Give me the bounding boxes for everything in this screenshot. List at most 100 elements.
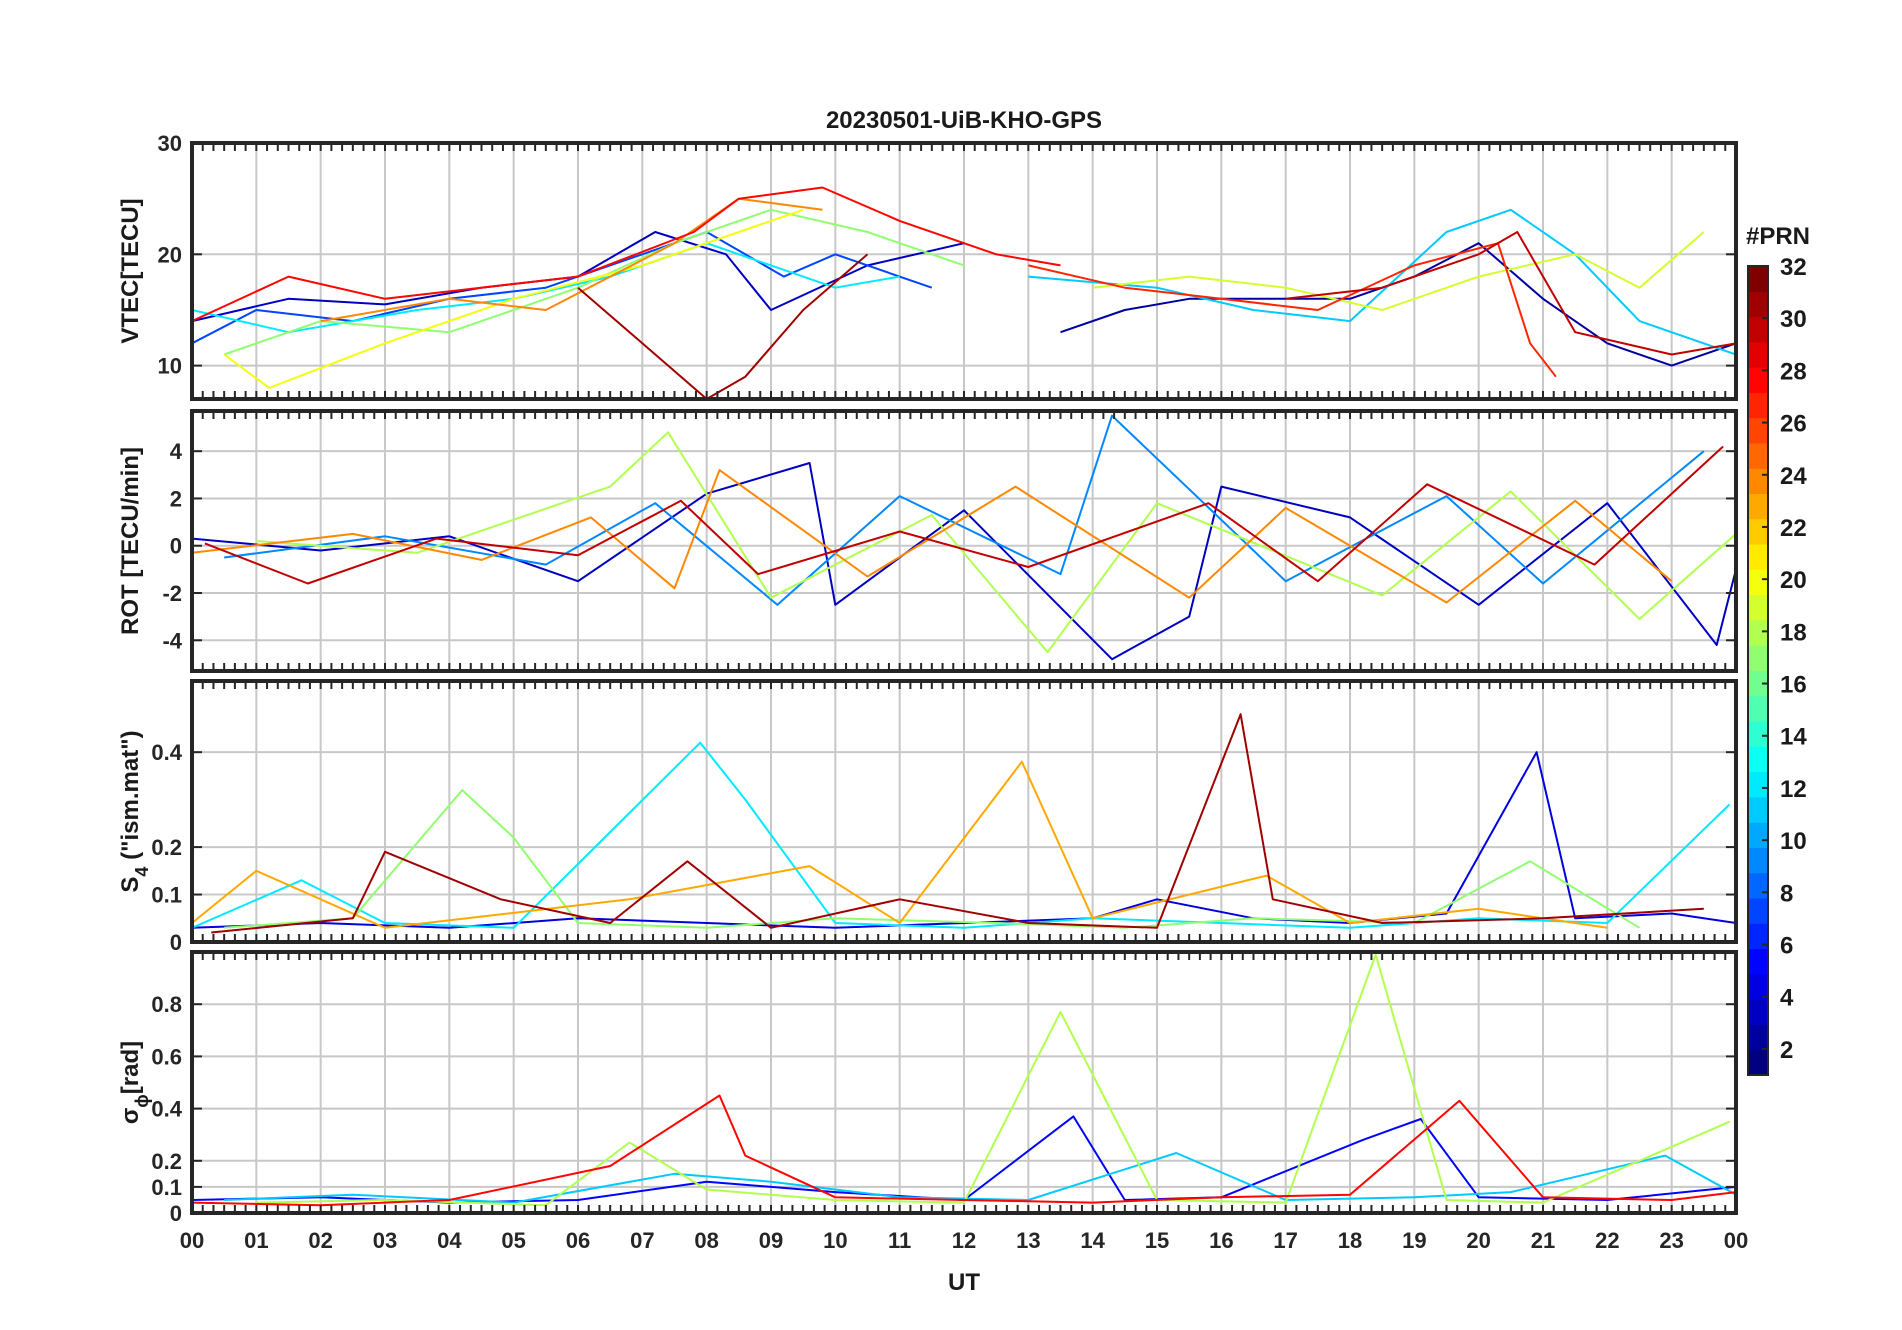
sigma-phi-panel: 00.10.2 0.4 0.6 0.8 σϕ[rad] [117, 950, 1738, 1226]
vtec-series-prn-28 [192, 186, 1061, 323]
colorbar-segment [1748, 619, 1768, 646]
vtec-series-group [192, 186, 1736, 399]
colorbar-segment [1748, 973, 1768, 1000]
rot-ytick-label: -2 [162, 581, 182, 606]
sigma-phi-ytick-label: 0.6 [151, 1044, 182, 1069]
vtec-panel: 10 20 30 VTEC[TECU] [117, 131, 1738, 401]
x-tick-label: 04 [437, 1228, 462, 1253]
colorbar-tick-label: 14 [1780, 724, 1807, 751]
x-tick-label: 03 [373, 1228, 397, 1253]
sigma-phi-ytick-label: 0 [170, 1201, 182, 1226]
s4-ytick-label: 0.2 [151, 835, 182, 860]
x-tick-label: 13 [1016, 1228, 1040, 1253]
x-tick-label: 01 [244, 1228, 268, 1253]
sigma-phi-series-prn-11 [224, 1152, 1736, 1204]
colorbar-tick-label: 28 [1780, 358, 1807, 385]
s4-series-prn-4 [192, 751, 1736, 929]
s4-ytick-label: 0.4 [151, 740, 182, 765]
x-tick-label: 11 [888, 1228, 911, 1253]
vtec-series-prn-31 [577, 253, 869, 399]
colorbar-segment [1748, 1049, 1768, 1076]
s4-panel: 0 0.1 0.2 0.4S4 ("ism.mat") [117, 679, 1738, 955]
colorbar-tick-label: 26 [1780, 411, 1807, 438]
colorbar-segment [1748, 872, 1768, 899]
vtec-series-prn-19 [1092, 231, 1705, 311]
colorbar-tick-label: 22 [1780, 515, 1807, 542]
colorbar-segment [1748, 266, 1768, 292]
colorbar-tick-label: 8 [1780, 880, 1793, 907]
colorbar-tick-label: 2 [1780, 1037, 1793, 1064]
x-tick-label: 00 [180, 1228, 204, 1253]
rot-ytick-label: -4 [162, 628, 182, 653]
x-tick-label: 05 [501, 1228, 525, 1253]
x-tick-label: 22 [1595, 1228, 1619, 1253]
sigma-phi-ytick-label: 0.2 [151, 1149, 182, 1174]
x-tick-label: 02 [308, 1228, 332, 1253]
vtec-y-axis-label: VTEC[TECU] [117, 198, 144, 343]
x-tick-label: 21 [1531, 1228, 1555, 1253]
s4-y-axis-label: S4 ("ism.mat") [117, 730, 152, 892]
sigma-phi-ytick-label: 0.4 [151, 1097, 182, 1122]
rot-series-group [192, 414, 1736, 661]
colorbar-tick-label: 18 [1780, 619, 1807, 646]
x-tick-label: 15 [1145, 1228, 1169, 1253]
rot-y-axis-label: ROT [TECU/min] [117, 447, 144, 635]
colorbar-tick-label: 32 [1780, 254, 1807, 281]
colorbar-segment [1748, 847, 1768, 874]
s4-ytick-label: 0.1 [151, 883, 182, 908]
s4-ytick-label: 0 [170, 930, 182, 955]
rot-panel: -4 -2 0 2 4 ROT [TECU/min] [117, 409, 1738, 673]
vtec-series-prn-3 [192, 231, 965, 323]
vtec-series-prn-30 [1285, 231, 1736, 356]
sigma-phi-y-axis-label: σϕ[rad] [117, 1041, 152, 1124]
chart-title: 20230501-UiB-KHO-GPS [826, 107, 1102, 134]
vtec-series-prn-27 [1028, 242, 1557, 378]
colorbar-tick-label: 20 [1780, 567, 1807, 594]
colorbar-segment [1748, 822, 1768, 848]
s4-series-prn-31 [211, 713, 1704, 934]
sigma-phi-ytick-label: 0.8 [151, 992, 182, 1017]
colorbar-segment [1748, 518, 1768, 545]
x-tick-label: 10 [823, 1228, 847, 1253]
x-tick-label: 16 [1209, 1228, 1233, 1253]
colorbar-frame [1747, 265, 1769, 1076]
x-tick-label: 09 [759, 1228, 783, 1253]
vtec-series-prn-17 [223, 208, 965, 356]
colorbar-segment [1748, 746, 1768, 773]
rot-series-prn-18 [256, 431, 1736, 654]
colorbar-segment [1748, 442, 1768, 469]
colorbar-tick-label: 16 [1780, 672, 1807, 699]
colorbar-segment [1748, 721, 1768, 747]
vtec-series-prn-20 [223, 208, 804, 389]
colorbar-segment [1748, 948, 1768, 975]
vtec-ytick-label: 30 [158, 131, 182, 156]
colorbar-segment [1748, 670, 1768, 697]
x-tick-label: 23 [1659, 1228, 1683, 1253]
colorbar-tick-label: 6 [1780, 933, 1793, 960]
rot-ytick-label: 0 [170, 534, 182, 559]
colorbar-segment [1748, 316, 1768, 343]
sigma-phi-ytick-label: 0.1 [151, 1175, 182, 1200]
x-tick-label: 07 [630, 1228, 654, 1253]
x-tick-label: 19 [1402, 1228, 1426, 1253]
x-tick-label: 12 [952, 1228, 976, 1253]
rot-series-prn-30 [204, 445, 1724, 585]
colorbar-segment [1748, 771, 1768, 798]
x-tick-label: 14 [1080, 1228, 1105, 1253]
colorbar-segment [1748, 468, 1768, 495]
colorbar-segment [1748, 341, 1768, 368]
x-tick-label: 06 [566, 1228, 590, 1253]
colorbar-segment [1748, 645, 1768, 671]
x-tick-label: 08 [694, 1228, 718, 1253]
colorbar-segment [1748, 923, 1768, 950]
rot-ytick-label: 2 [170, 486, 182, 511]
x-tick-label: 00 [1724, 1228, 1748, 1253]
colorbar-tick-label: 10 [1780, 828, 1807, 855]
colorbar-segment [1748, 898, 1768, 924]
vtec-ytick-label: 20 [158, 242, 182, 267]
colorbar-segment [1748, 392, 1768, 419]
rot-series-prn-24 [192, 469, 1673, 604]
